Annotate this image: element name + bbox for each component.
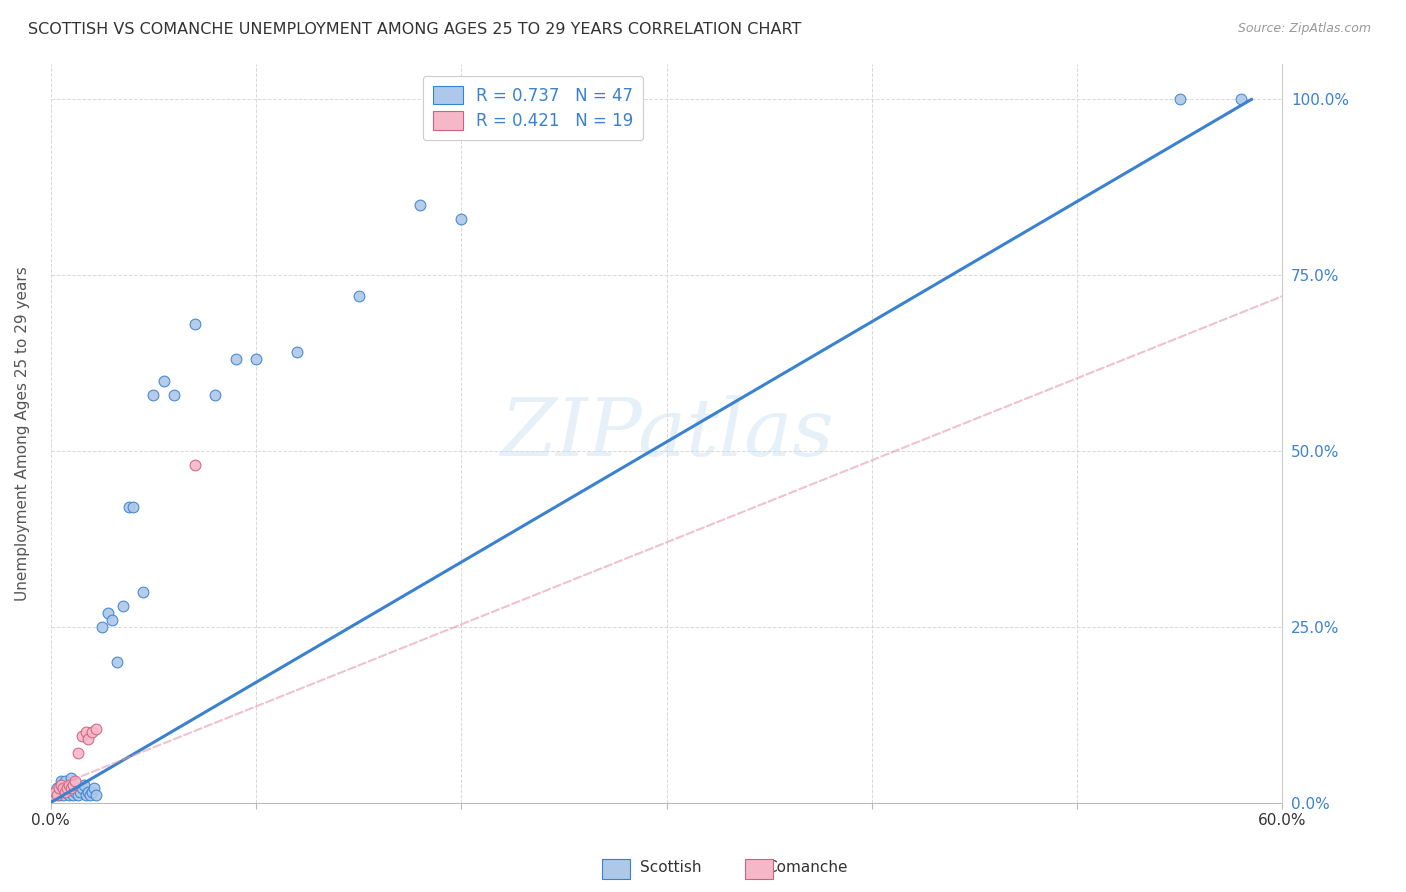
Point	[53, 785, 76, 799]
Point	[66, 789, 89, 803]
Point	[53, 774, 76, 789]
Point	[62, 778, 84, 792]
Point	[91, 620, 114, 634]
Point	[48, 789, 70, 803]
Point	[60, 781, 83, 796]
Point	[69, 785, 91, 799]
Point	[52, 789, 75, 803]
Legend: R = 0.737   N = 47, R = 0.421   N = 19: R = 0.737 N = 47, R = 0.421 N = 19	[423, 76, 643, 140]
Point	[52, 781, 75, 796]
Point	[1230, 92, 1253, 106]
Point	[225, 352, 247, 367]
Text: Source: ZipAtlas.com: Source: ZipAtlas.com	[1237, 22, 1371, 36]
Point	[152, 374, 174, 388]
Point	[56, 781, 79, 796]
Point	[65, 785, 87, 799]
Point	[42, 789, 65, 803]
Point	[60, 771, 83, 785]
Point	[44, 785, 66, 799]
Point	[1168, 92, 1191, 106]
Point	[84, 722, 107, 736]
Point	[70, 781, 93, 796]
Point	[53, 785, 76, 799]
Text: SCOTTISH VS COMANCHE UNEMPLOYMENT AMONG AGES 25 TO 29 YEARS CORRELATION CHART: SCOTTISH VS COMANCHE UNEMPLOYMENT AMONG …	[28, 22, 801, 37]
Point	[49, 778, 72, 792]
Point	[163, 387, 186, 401]
Point	[79, 789, 101, 803]
Point	[245, 352, 267, 367]
Point	[80, 785, 103, 799]
Point	[83, 781, 105, 796]
Point	[44, 785, 66, 799]
Point	[58, 789, 80, 803]
Point	[409, 198, 432, 212]
Point	[97, 606, 120, 620]
Point	[48, 781, 70, 796]
Point	[62, 789, 84, 803]
Point	[66, 781, 89, 796]
Point	[132, 584, 155, 599]
Point	[75, 789, 97, 803]
Point	[111, 599, 134, 613]
Point	[58, 778, 80, 792]
Point	[84, 789, 107, 803]
Point	[76, 785, 98, 799]
Point	[76, 732, 98, 747]
Point	[75, 725, 97, 739]
Point	[80, 725, 103, 739]
Point	[49, 778, 72, 792]
Point	[183, 318, 205, 332]
Point	[142, 387, 165, 401]
Text: ZIPatlas: ZIPatlas	[501, 394, 834, 472]
Point	[122, 500, 145, 515]
Point	[204, 387, 226, 401]
Point	[60, 781, 83, 796]
Point	[46, 789, 69, 803]
Y-axis label: Unemployment Among Ages 25 to 29 years: Unemployment Among Ages 25 to 29 years	[15, 266, 30, 600]
Point	[101, 613, 124, 627]
Point	[66, 746, 89, 760]
Point	[450, 211, 472, 226]
Point	[183, 458, 205, 472]
Text: Comanche: Comanche	[766, 860, 848, 874]
Text: Scottish: Scottish	[640, 860, 702, 874]
Point	[46, 781, 69, 796]
Point	[347, 289, 370, 303]
Point	[56, 781, 79, 796]
Point	[49, 774, 72, 789]
Point	[70, 729, 93, 743]
Point	[118, 500, 141, 515]
Point	[105, 655, 128, 669]
Point	[285, 345, 308, 359]
Point	[42, 789, 65, 803]
Point	[73, 778, 96, 792]
Point	[65, 774, 87, 789]
